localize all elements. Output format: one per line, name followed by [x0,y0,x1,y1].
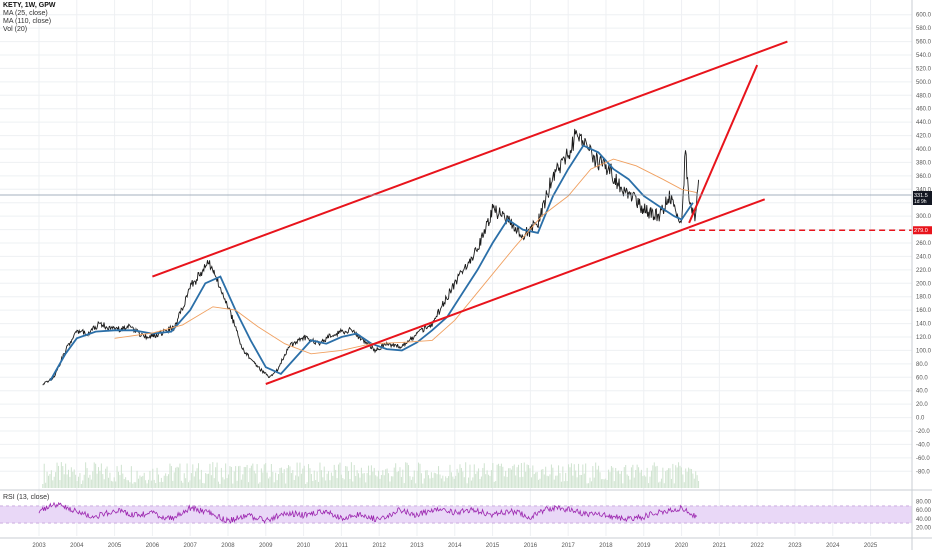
price-tick-label: -60.0 [916,456,930,462]
price-tick-label: 340.0 [916,187,932,193]
price-tick-label: 200.0 [916,281,932,287]
support-price-badge-bg [913,226,932,235]
price-tick-label: 140.0 [916,322,932,328]
price-tick-label: 600.0 [916,13,932,19]
price-series [38,128,700,524]
channel-line-projection [688,64,759,224]
price-tick-label: 260.0 [916,241,932,247]
channel-lines [0,40,912,385]
legend-volume: Vol (20) [3,26,28,33]
price-tick-label: -20.0 [916,429,930,435]
price-tick-label: 220.0 [916,268,932,274]
price-tick-label: 400.0 [916,147,932,153]
time-tick-label: 2012 [373,543,387,549]
ma-slow-line [114,158,697,355]
time-tick-label: 2019 [637,543,651,549]
price-tick-label: 0.0 [916,416,925,422]
price-tick-label: -80.0 [916,469,930,475]
price-line [42,128,700,386]
support-price-badge: 279.0 [914,228,928,234]
time-tick-label: 2013 [410,543,424,549]
price-tick-label: 480.0 [916,93,932,99]
time-tick-label: 2009 [259,543,273,549]
ma-fast-line [49,144,694,382]
channel-line-upper [152,40,788,278]
time-tick-label: 2006 [146,543,160,549]
time-tick-label: 2007 [184,543,198,549]
current-price-badge-sub: 1d 9h [914,199,927,205]
volume-bars [42,462,700,488]
price-tick-label: 420.0 [916,134,932,140]
price-tick-label: 20.0 [916,402,928,408]
price-tick-label: 40.0 [916,389,928,395]
time-tick-label: 2003 [32,543,46,549]
time-tick-label: 2023 [788,543,802,549]
price-tick-label: 160.0 [916,308,932,314]
time-tick-label: 2014 [448,543,462,549]
price-tick-label: 380.0 [916,160,932,166]
price-tick-label: 100.0 [916,348,932,354]
rsi-line [38,501,698,524]
price-tick-label: 440.0 [916,120,932,126]
time-tick-label: 2008 [221,543,235,549]
time-tick-label: 2021 [713,543,727,549]
axis-labels: 600.0 580.0 560.0 540.0 520.0 500.0 480.0 460.0… [32,13,932,549]
current-price-badge-bg [913,190,932,205]
time-tick-label: 2025 [864,543,878,549]
rsi-tick-label: 60.00 [916,508,932,514]
time-tick-label: 2011 [335,543,349,549]
price-tick-label: 300.0 [916,214,932,220]
legend-rsi: RSI (13, close) [3,494,50,501]
legend-ma-slow: MA (110, close) [3,18,52,25]
price-tick-label: 580.0 [916,26,932,32]
time-tick-label: 2005 [108,543,122,549]
price-tick-label: 60.0 [916,375,928,381]
time-tick-label: 2010 [297,543,311,549]
price-tick-label: 500.0 [916,80,932,86]
grid [0,0,912,536]
rsi-tick-label: 80.00 [916,500,932,506]
time-tick-label: 2022 [750,543,764,549]
time-tick-label: 2004 [70,543,84,549]
price-tick-label: 360.0 [916,174,932,180]
rsi-band [0,505,912,524]
legend-title: KETY, 1W, GPW [3,2,56,9]
price-tick-label: 80.0 [916,362,928,368]
rsi-tick-label: 20.00 [916,525,932,531]
price-tick-label: 560.0 [916,40,932,46]
time-tick-label: 2016 [524,543,538,549]
price-tick-label: 540.0 [916,53,932,59]
price-tick-label: 460.0 [916,107,932,113]
price-tick-label: -40.0 [916,442,930,448]
rsi-band-rect [0,505,912,524]
time-tick-label: 2018 [599,543,613,549]
time-tick-label: 2020 [675,543,689,549]
legend-ma-fast: MA (25, close) [3,10,48,17]
price-tick-label: 520.0 [916,66,932,72]
time-tick-label: 2017 [561,543,575,549]
price-tick-label: 240.0 [916,254,932,260]
rsi-tick-label: 40.00 [916,517,932,523]
price-tick-label: 120.0 [916,335,932,341]
channel-line-lower [265,198,766,385]
price-tick-label: 180.0 [916,295,932,301]
time-tick-label: 2024 [826,543,840,549]
current-price-badge: 331.5 [914,193,928,199]
time-tick-label: 2015 [486,543,500,549]
